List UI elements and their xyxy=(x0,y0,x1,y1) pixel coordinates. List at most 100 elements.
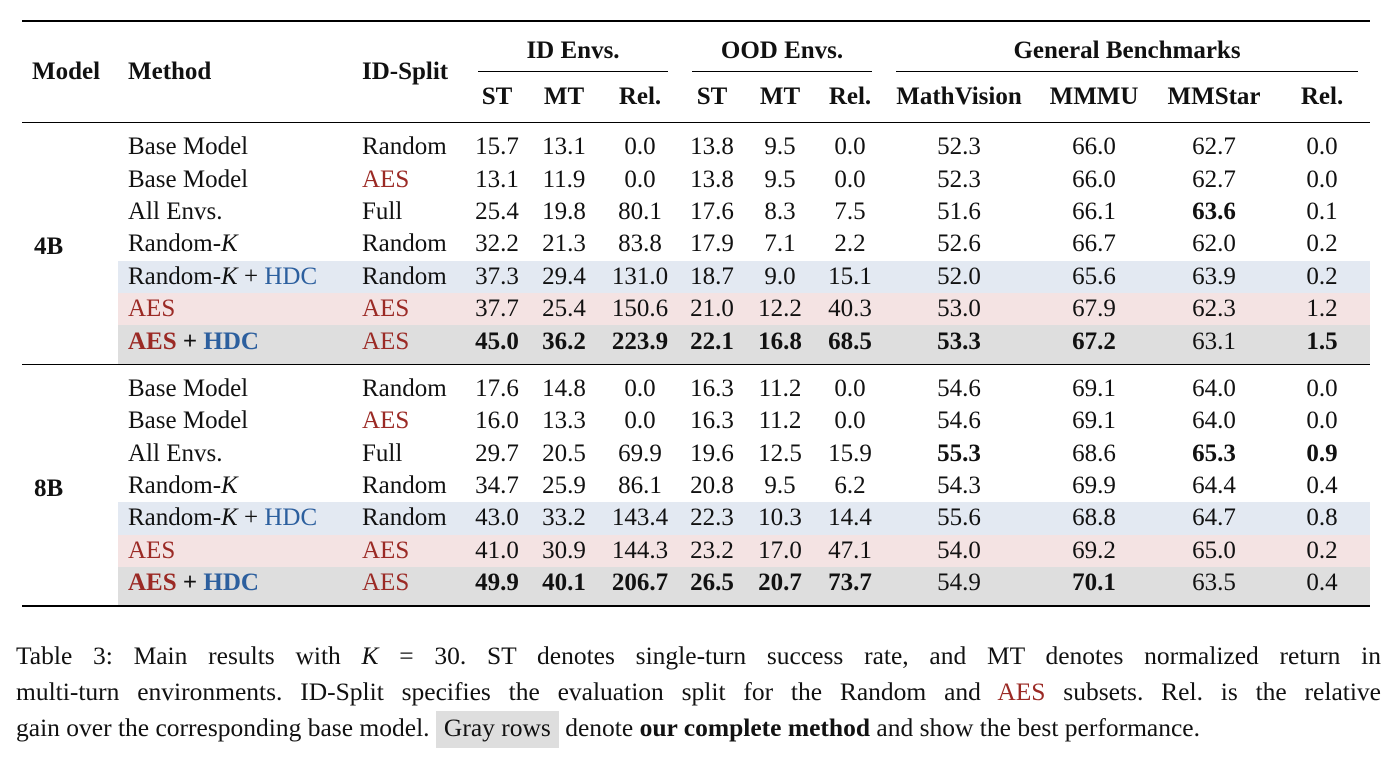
header-id-mt: MT xyxy=(543,83,585,110)
header-ood-st: ST xyxy=(696,83,728,110)
id-split-cell: Random xyxy=(362,374,447,402)
value-cell: 0.4 xyxy=(1306,472,1338,500)
table-row: All Envs. Full 29.7 20.5 69.9 19.6 12.5 15.9 55.… xyxy=(22,438,1370,470)
value-cell: 0.0 xyxy=(624,407,656,435)
value-cell: 144.3 xyxy=(600,534,680,568)
method-cell: Base Model xyxy=(118,364,352,405)
value-cell: 0.0 xyxy=(624,165,656,193)
value-cell: 19.8 xyxy=(542,197,586,225)
table-row: All Envs. Full 25.4 19.8 80.1 17.6 8.3 7.5 51.6 6… xyxy=(22,196,1370,228)
method-cell: AES + HDC xyxy=(118,325,352,365)
method-base-model: Base Model xyxy=(128,407,249,435)
value-cell: 150.6 xyxy=(600,292,680,326)
method-aes: AES xyxy=(128,295,176,323)
value-cell: 54.6 xyxy=(937,407,981,435)
value-cell: 0.2 xyxy=(1274,534,1371,568)
value-cell: 19.6 xyxy=(690,439,734,467)
table-row: AES AES 41.0 30.9 144.3 23.2 17.0 47.1 54.0 69.2 6… xyxy=(22,534,1371,568)
block-4b: 4B Base Model Random 15.7 13.1 0.0 13.8 9.5 0.0 5… xyxy=(22,122,1371,365)
id-split-cell: Random xyxy=(362,230,447,258)
method-hdc: HDC xyxy=(203,569,259,597)
method-cell: Random-K + HDC xyxy=(118,260,352,293)
value-cell: 73.7 xyxy=(816,567,885,607)
value-cell: 36.2 xyxy=(528,325,600,365)
value-cell: 66.0 xyxy=(1072,165,1116,193)
value-cell: 63.1 xyxy=(1154,325,1275,365)
value-cell: 32.2 xyxy=(475,230,519,258)
method-cell: AES xyxy=(118,292,352,326)
table-row: Random-K Random 32.2 21.3 83.8 17.9 7.1 2.2 52.6… xyxy=(22,228,1370,260)
value-cell: 0.8 xyxy=(1274,502,1371,535)
value-cell: 22.1 xyxy=(680,325,744,365)
value-cell: 22.3 xyxy=(680,502,744,535)
value-cell: 6.2 xyxy=(834,472,866,500)
value-cell: 0.0 xyxy=(1306,374,1338,402)
value-cell: 21.0 xyxy=(680,292,744,326)
gray-rows-swatch: Gray rows xyxy=(435,711,559,748)
method-k: K xyxy=(221,504,238,532)
value-cell: 64.0 xyxy=(1192,374,1236,402)
value-cell: 64.4 xyxy=(1192,472,1236,500)
method-random-prefix: Random- xyxy=(128,262,222,290)
value-cell: 13.1 xyxy=(475,165,519,193)
table-row: Random-K + HDC Random 43.0 33.2 143.4 22.3 10.… xyxy=(22,502,1371,535)
value-cell: 65.3 xyxy=(1192,439,1236,467)
table-caption: Table 3: Main results with K = 30. ST de… xyxy=(16,638,1381,748)
method-aes: AES xyxy=(128,327,177,355)
value-cell: 0.0 xyxy=(1306,133,1338,161)
table-row: Base Model AES 13.1 11.9 0.0 13.8 9.5 0.0 52.3 66… xyxy=(22,163,1370,195)
value-cell: 54.9 xyxy=(884,567,1035,607)
value-cell: 83.8 xyxy=(618,230,662,258)
value-cell: 13.1 xyxy=(542,133,586,161)
value-cell: 0.0 xyxy=(834,374,866,402)
value-cell: 9.5 xyxy=(764,133,796,161)
method-plus: + xyxy=(237,504,265,532)
value-cell: 25.9 xyxy=(542,472,586,500)
model-label: 4B xyxy=(34,233,64,261)
value-cell: 7.5 xyxy=(834,197,866,225)
header-row-groups: Model Method ID-Split ID Envs. OOD Envs.… xyxy=(22,21,1371,85)
value-cell: 54.6 xyxy=(937,374,981,402)
header-id-envs: ID Envs. xyxy=(466,21,680,72)
value-cell: 0.2 xyxy=(1306,230,1338,258)
value-cell: 20.5 xyxy=(542,439,586,467)
method-hdc: HDC xyxy=(264,504,318,532)
value-cell: 14.4 xyxy=(816,502,885,535)
value-cell: 33.2 xyxy=(528,502,600,535)
value-cell: 69.1 xyxy=(1072,407,1116,435)
value-cell: 12.2 xyxy=(744,292,816,326)
value-cell: 54.3 xyxy=(937,472,981,500)
header-gen-rel: Rel. xyxy=(1300,83,1344,110)
value-cell: 29.7 xyxy=(475,439,519,467)
value-cell: 206.7 xyxy=(600,567,680,607)
value-cell: 62.7 xyxy=(1192,165,1236,193)
value-cell: 17.6 xyxy=(475,374,519,402)
caption-line-2: multi-turn environments. ID-Split specif… xyxy=(16,677,1381,706)
value-cell: 52.0 xyxy=(884,260,1035,293)
value-cell: 143.4 xyxy=(600,502,680,535)
id-split-cell: Random xyxy=(352,502,466,535)
method-cell: Random-K + HDC xyxy=(118,502,352,535)
value-cell: 45.0 xyxy=(466,325,528,365)
value-cell: 52.6 xyxy=(937,230,981,258)
value-cell: 11.9 xyxy=(542,165,586,193)
value-cell: 11.2 xyxy=(758,374,802,402)
id-split-cell: AES xyxy=(352,325,466,365)
value-cell: 66.0 xyxy=(1072,133,1116,161)
table-row: Base Model AES 16.0 13.3 0.0 16.3 11.2 0.0 54.6 6… xyxy=(22,405,1370,437)
value-cell: 64.0 xyxy=(1192,407,1236,435)
value-cell: 15.7 xyxy=(475,133,519,161)
value-cell: 0.0 xyxy=(834,165,866,193)
id-split-cell: Full xyxy=(362,197,403,225)
value-cell: 55.3 xyxy=(937,439,981,467)
block-8b: 8B Base Model Random 17.6 14.8 0.0 16.3 11.2 0.0… xyxy=(22,364,1371,607)
value-cell: 0.0 xyxy=(624,133,656,161)
value-cell: 53.0 xyxy=(884,292,1035,326)
value-cell: 13.8 xyxy=(690,133,734,161)
caption-line-3: gain over the corresponding base model. … xyxy=(16,710,1381,748)
value-cell: 18.7 xyxy=(680,260,744,293)
method-cell: AES xyxy=(118,534,352,568)
table-row: Random-K + HDC Random 37.3 29.4 131.0 18.7 9.0… xyxy=(22,260,1371,293)
header-ood-mt: MT xyxy=(759,83,801,110)
method-all-envs: All Envs. xyxy=(128,439,223,467)
